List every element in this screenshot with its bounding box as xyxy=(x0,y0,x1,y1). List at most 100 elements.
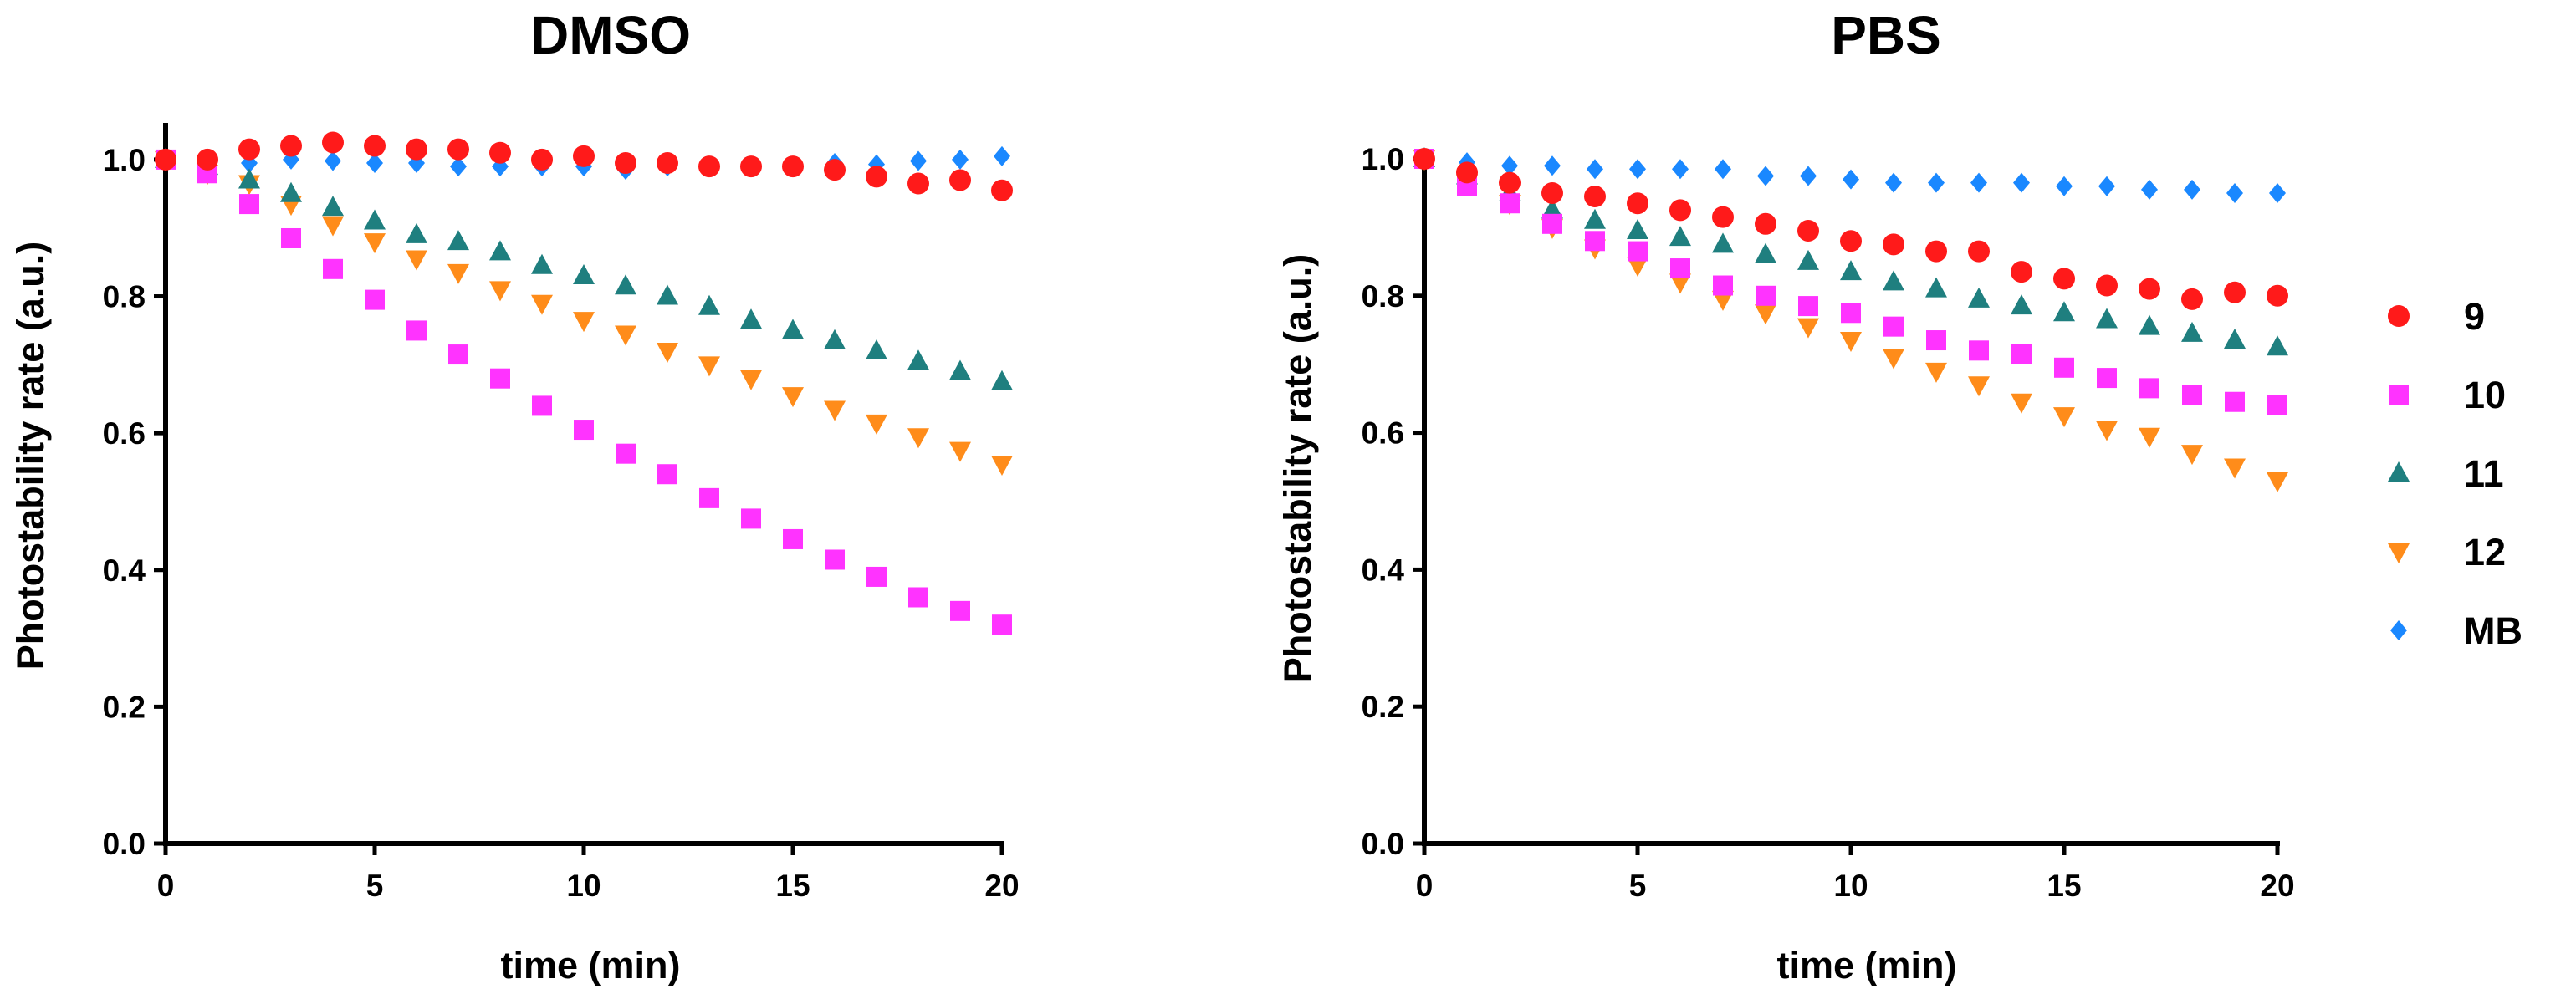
dmso-x-tick-label: 0 xyxy=(157,869,175,903)
dmso-y-axis-label: Photostability rate (a.u.) xyxy=(9,242,52,670)
dmso-point-9 xyxy=(364,135,386,157)
pbs-point-10 xyxy=(2267,395,2287,415)
pbs-point-9 xyxy=(1925,240,1947,263)
dmso-point-12 xyxy=(991,455,1013,476)
pbs-point-9 xyxy=(1669,199,1691,222)
pbs-point-11 xyxy=(2181,321,2203,342)
dmso-point-9 xyxy=(782,155,804,178)
pbs-point-9 xyxy=(2096,274,2118,297)
pbs-point-12 xyxy=(1755,304,1776,325)
dmso-point-10 xyxy=(699,487,719,508)
pbs-point-MB xyxy=(2098,176,2115,196)
pbs-point-12 xyxy=(1925,362,1947,383)
pbs-point-MB xyxy=(1800,166,1817,186)
pbs-point-MB xyxy=(1757,166,1774,186)
pbs-point-11 xyxy=(1584,208,1606,229)
dmso-point-10 xyxy=(281,227,301,248)
dmso-point-12 xyxy=(866,414,887,435)
pbs-series-11 xyxy=(1413,147,2288,356)
dmso-point-11 xyxy=(740,308,762,329)
dmso-point-11 xyxy=(489,240,511,261)
pbs-point-11 xyxy=(1712,232,1734,253)
dmso-x-tick-label: 15 xyxy=(775,869,810,903)
pbs-point-11 xyxy=(1925,277,1947,298)
pbs-point-9 xyxy=(1840,230,1862,252)
pbs-point-11 xyxy=(1968,287,1990,308)
pbs-point-11 xyxy=(1840,260,1862,281)
dmso-point-10 xyxy=(448,344,468,365)
dmso-point-10 xyxy=(950,600,970,621)
legend-label-9: 9 xyxy=(2464,295,2485,338)
legend-marker-9 xyxy=(2388,305,2410,327)
dmso-point-11 xyxy=(782,319,804,339)
dmso-point-MB xyxy=(366,152,383,173)
dmso-point-9 xyxy=(657,151,678,174)
pbs-point-10 xyxy=(1969,340,1989,361)
pbs-point-9 xyxy=(1627,192,1648,215)
pbs-point-9 xyxy=(1541,181,1563,204)
legend-label-11: 11 xyxy=(2464,452,2504,495)
dmso-panel: DMSO Photostability rate (a.u.) time (mi… xyxy=(9,5,1020,986)
pbs-point-10 xyxy=(1628,241,1648,262)
pbs-title: PBS xyxy=(1831,5,1941,65)
dmso-point-11 xyxy=(573,263,595,284)
dmso-y-tick-label: 0.6 xyxy=(103,416,146,451)
dmso-point-9 xyxy=(866,166,887,188)
dmso-point-9 xyxy=(447,138,469,161)
dmso-point-9 xyxy=(489,141,511,164)
pbs-point-9 xyxy=(1499,171,1521,194)
dmso-point-9 xyxy=(322,131,344,154)
pbs-point-10 xyxy=(1713,275,1733,296)
dmso-point-9 xyxy=(280,135,302,157)
dmso-point-12 xyxy=(447,263,469,284)
dmso-y-tick-label: 0.8 xyxy=(103,280,146,314)
dmso-point-11 xyxy=(657,284,678,305)
pbs-point-MB xyxy=(2056,176,2073,196)
pbs-point-11 xyxy=(2096,308,2118,329)
dmso-point-10 xyxy=(574,420,594,441)
dmso-point-10 xyxy=(992,614,1012,635)
pbs-series-10 xyxy=(1414,149,2287,415)
pbs-point-12 xyxy=(1712,290,1734,311)
pbs-point-10 xyxy=(1926,330,1946,351)
pbs-point-9 xyxy=(2181,288,2203,310)
pbs-point-MB xyxy=(2226,182,2243,203)
dmso-point-10 xyxy=(825,549,845,570)
dmso-point-12 xyxy=(406,250,427,271)
dmso-point-9 xyxy=(740,155,762,178)
pbs-point-10 xyxy=(1500,193,1520,214)
dmso-point-10 xyxy=(616,443,636,464)
pbs-x-tick-label: 20 xyxy=(2260,869,2294,903)
pbs-point-10 xyxy=(2011,344,2032,364)
pbs-point-12 xyxy=(2011,393,2032,414)
pbs-point-9 xyxy=(2267,284,2288,307)
dmso-point-9 xyxy=(907,172,929,195)
dmso-y-tick-label: 0.4 xyxy=(103,553,146,588)
pbs-point-10 xyxy=(1670,258,1690,279)
dmso-point-12 xyxy=(824,400,846,421)
dmso-point-12 xyxy=(322,216,344,237)
dmso-point-12 xyxy=(949,441,971,462)
dmso-point-9 xyxy=(615,151,636,174)
dmso-point-9 xyxy=(991,179,1013,201)
pbs-panel: PBS Photostability rate (a.u.) time (min… xyxy=(1276,5,2295,986)
pbs-point-10 xyxy=(1542,213,1562,234)
pbs-point-9 xyxy=(1797,219,1819,242)
dmso-x-tick-label: 20 xyxy=(984,869,1019,903)
legend-marker-11 xyxy=(2388,461,2410,482)
pbs-point-MB xyxy=(1629,159,1646,180)
pbs-x-tick-label: 0 xyxy=(1416,869,1434,903)
dmso-point-9 xyxy=(155,148,176,171)
dmso-point-11 xyxy=(615,274,636,295)
dmso-point-11 xyxy=(238,168,260,189)
dmso-point-10 xyxy=(365,289,385,310)
dmso-title: DMSO xyxy=(530,5,691,65)
pbs-point-12 xyxy=(1883,349,1904,370)
dmso-point-9 xyxy=(573,145,595,167)
pbs-point-11 xyxy=(2139,314,2160,335)
pbs-y-tick-label: 0.6 xyxy=(1362,416,1404,451)
pbs-point-9 xyxy=(2224,281,2246,303)
pbs-point-10 xyxy=(2097,368,2117,389)
legend-label-MB: MB xyxy=(2464,609,2522,652)
